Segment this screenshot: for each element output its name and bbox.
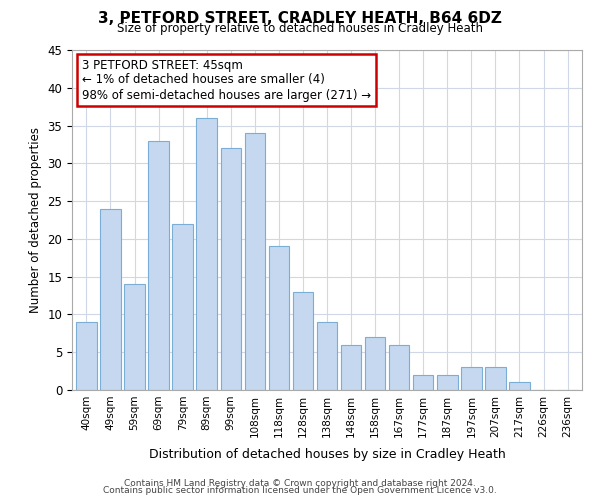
Bar xyxy=(196,118,217,390)
Text: 3, PETFORD STREET, CRADLEY HEATH, B64 6DZ: 3, PETFORD STREET, CRADLEY HEATH, B64 6D… xyxy=(98,11,502,26)
Bar xyxy=(461,368,482,390)
Bar xyxy=(100,208,121,390)
Bar xyxy=(245,133,265,390)
X-axis label: Distribution of detached houses by size in Cradley Heath: Distribution of detached houses by size … xyxy=(149,448,505,461)
Bar xyxy=(485,368,506,390)
Bar xyxy=(269,246,289,390)
Y-axis label: Number of detached properties: Number of detached properties xyxy=(29,127,42,313)
Text: Contains public sector information licensed under the Open Government Licence v3: Contains public sector information licen… xyxy=(103,486,497,495)
Bar xyxy=(293,292,313,390)
Bar xyxy=(341,344,361,390)
Bar xyxy=(365,337,385,390)
Bar xyxy=(124,284,145,390)
Bar xyxy=(509,382,530,390)
Bar xyxy=(413,375,433,390)
Text: Size of property relative to detached houses in Cradley Heath: Size of property relative to detached ho… xyxy=(117,22,483,35)
Bar xyxy=(317,322,337,390)
Bar xyxy=(437,375,458,390)
Bar xyxy=(389,344,409,390)
Text: 3 PETFORD STREET: 45sqm
← 1% of detached houses are smaller (4)
98% of semi-deta: 3 PETFORD STREET: 45sqm ← 1% of detached… xyxy=(82,58,371,102)
Text: Contains HM Land Registry data © Crown copyright and database right 2024.: Contains HM Land Registry data © Crown c… xyxy=(124,478,476,488)
Bar xyxy=(148,140,169,390)
Bar xyxy=(76,322,97,390)
Bar xyxy=(221,148,241,390)
Bar xyxy=(172,224,193,390)
